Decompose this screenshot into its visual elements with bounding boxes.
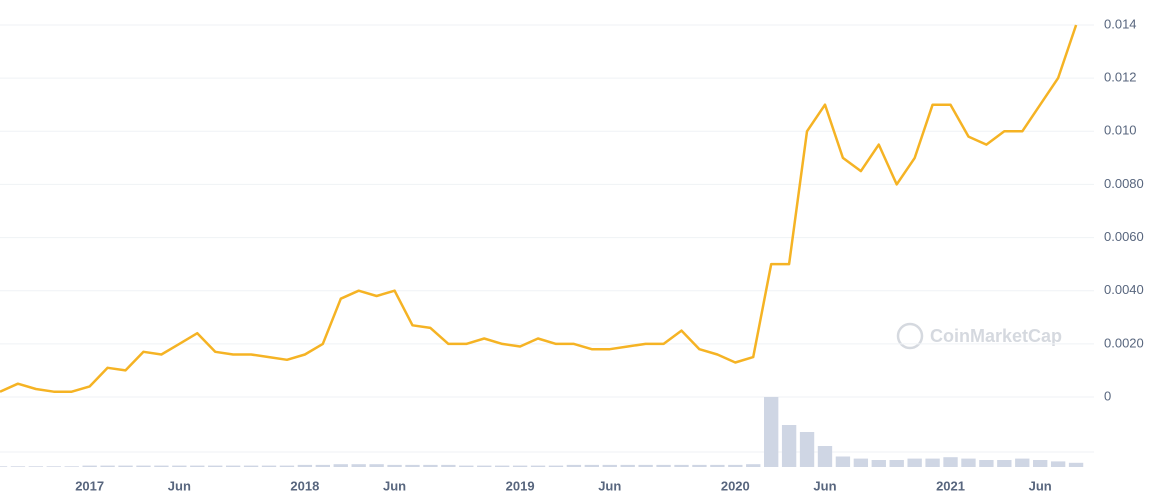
volume-bar [369,464,384,467]
volume-bar [1050,461,1066,467]
volume-bar [853,458,869,467]
y-tick-label: 0 [1104,388,1111,403]
volume-bar [746,464,761,467]
volume-bar [46,466,61,467]
volume-bar [961,458,976,467]
volume-bar [889,460,904,467]
volume-bar [297,464,313,467]
volume-bar [620,464,635,467]
volume-bar [979,460,994,467]
y-tick-label: 0.012 [1104,70,1137,85]
volume-bar [817,446,833,467]
volume-bar [799,432,815,467]
volume-bar [459,465,474,467]
y-tick-label: 0.0060 [1104,229,1144,244]
x-tick-label: 2019 [506,478,535,493]
volume-bar [279,465,295,467]
volume-bar [154,465,169,467]
volume-bar [710,464,725,467]
x-tick-label: Jun [1029,478,1052,493]
volume-bar [692,464,707,467]
volume-bar [118,465,133,467]
volume-bar [28,466,44,467]
y-tick-label: 0.0040 [1104,282,1144,297]
volume-bar [584,464,600,467]
volume-bar [907,458,922,467]
volume-bar [781,425,797,467]
volume-bar [441,464,456,467]
volume-bar [871,460,886,467]
volume-bar [208,465,223,467]
volume-bar [64,466,79,467]
price-line [0,24,1078,393]
volume-bar [638,464,653,467]
x-tick-label: 2017 [75,478,104,493]
volume-bar [190,465,205,467]
volume-bar [315,464,330,467]
volume-bar [764,397,779,467]
volume-bar [10,466,26,467]
volume-bar [225,465,241,467]
volume-bar [387,464,402,467]
watermark-text: CoinMarketCap [930,326,1062,346]
volume-bar [674,464,689,467]
volume-bar [0,466,8,467]
volume-bar [351,464,366,467]
volume-bar [548,465,564,467]
volume-bar [530,465,546,467]
x-tick-label: Jun [383,478,406,493]
volume-bar [566,464,582,467]
volume-bar [512,465,528,467]
volume-bar [1033,460,1048,467]
volume-bar [728,464,743,467]
watermark-logo [896,322,924,350]
volume-bar [943,457,958,467]
volume-bar [835,456,851,467]
y-tick-label: 0.010 [1104,123,1137,138]
volume-bar [925,458,940,467]
volume-bar [243,465,259,467]
volume-bar [477,465,492,467]
y-tick-label: 0.0080 [1104,176,1144,191]
volume-bar [494,465,510,467]
volume-bar [100,465,115,467]
volume-bar [261,465,277,467]
volume-bar [82,465,97,467]
x-tick-label: 2020 [721,478,750,493]
x-tick-label: Jun [813,478,836,493]
volume-bar [172,465,187,467]
x-tick-label: 2018 [290,478,319,493]
y-tick-label: 0.014 [1104,16,1137,31]
volume-bar [602,464,617,467]
volume-bar [405,464,420,467]
volume-bar [136,465,151,467]
volume-bar [1068,462,1084,467]
volume-bar [1015,458,1030,467]
x-tick-label: 2021 [936,478,965,493]
x-tick-label: Jun [598,478,621,493]
volume-bar [997,460,1012,467]
x-tick-label: Jun [168,478,191,493]
volume-bar [333,464,348,467]
watermark: CoinMarketCap [896,322,1062,350]
volume-bar [656,464,671,467]
volume-bar [423,464,438,467]
y-tick-label: 0.0020 [1104,335,1144,350]
